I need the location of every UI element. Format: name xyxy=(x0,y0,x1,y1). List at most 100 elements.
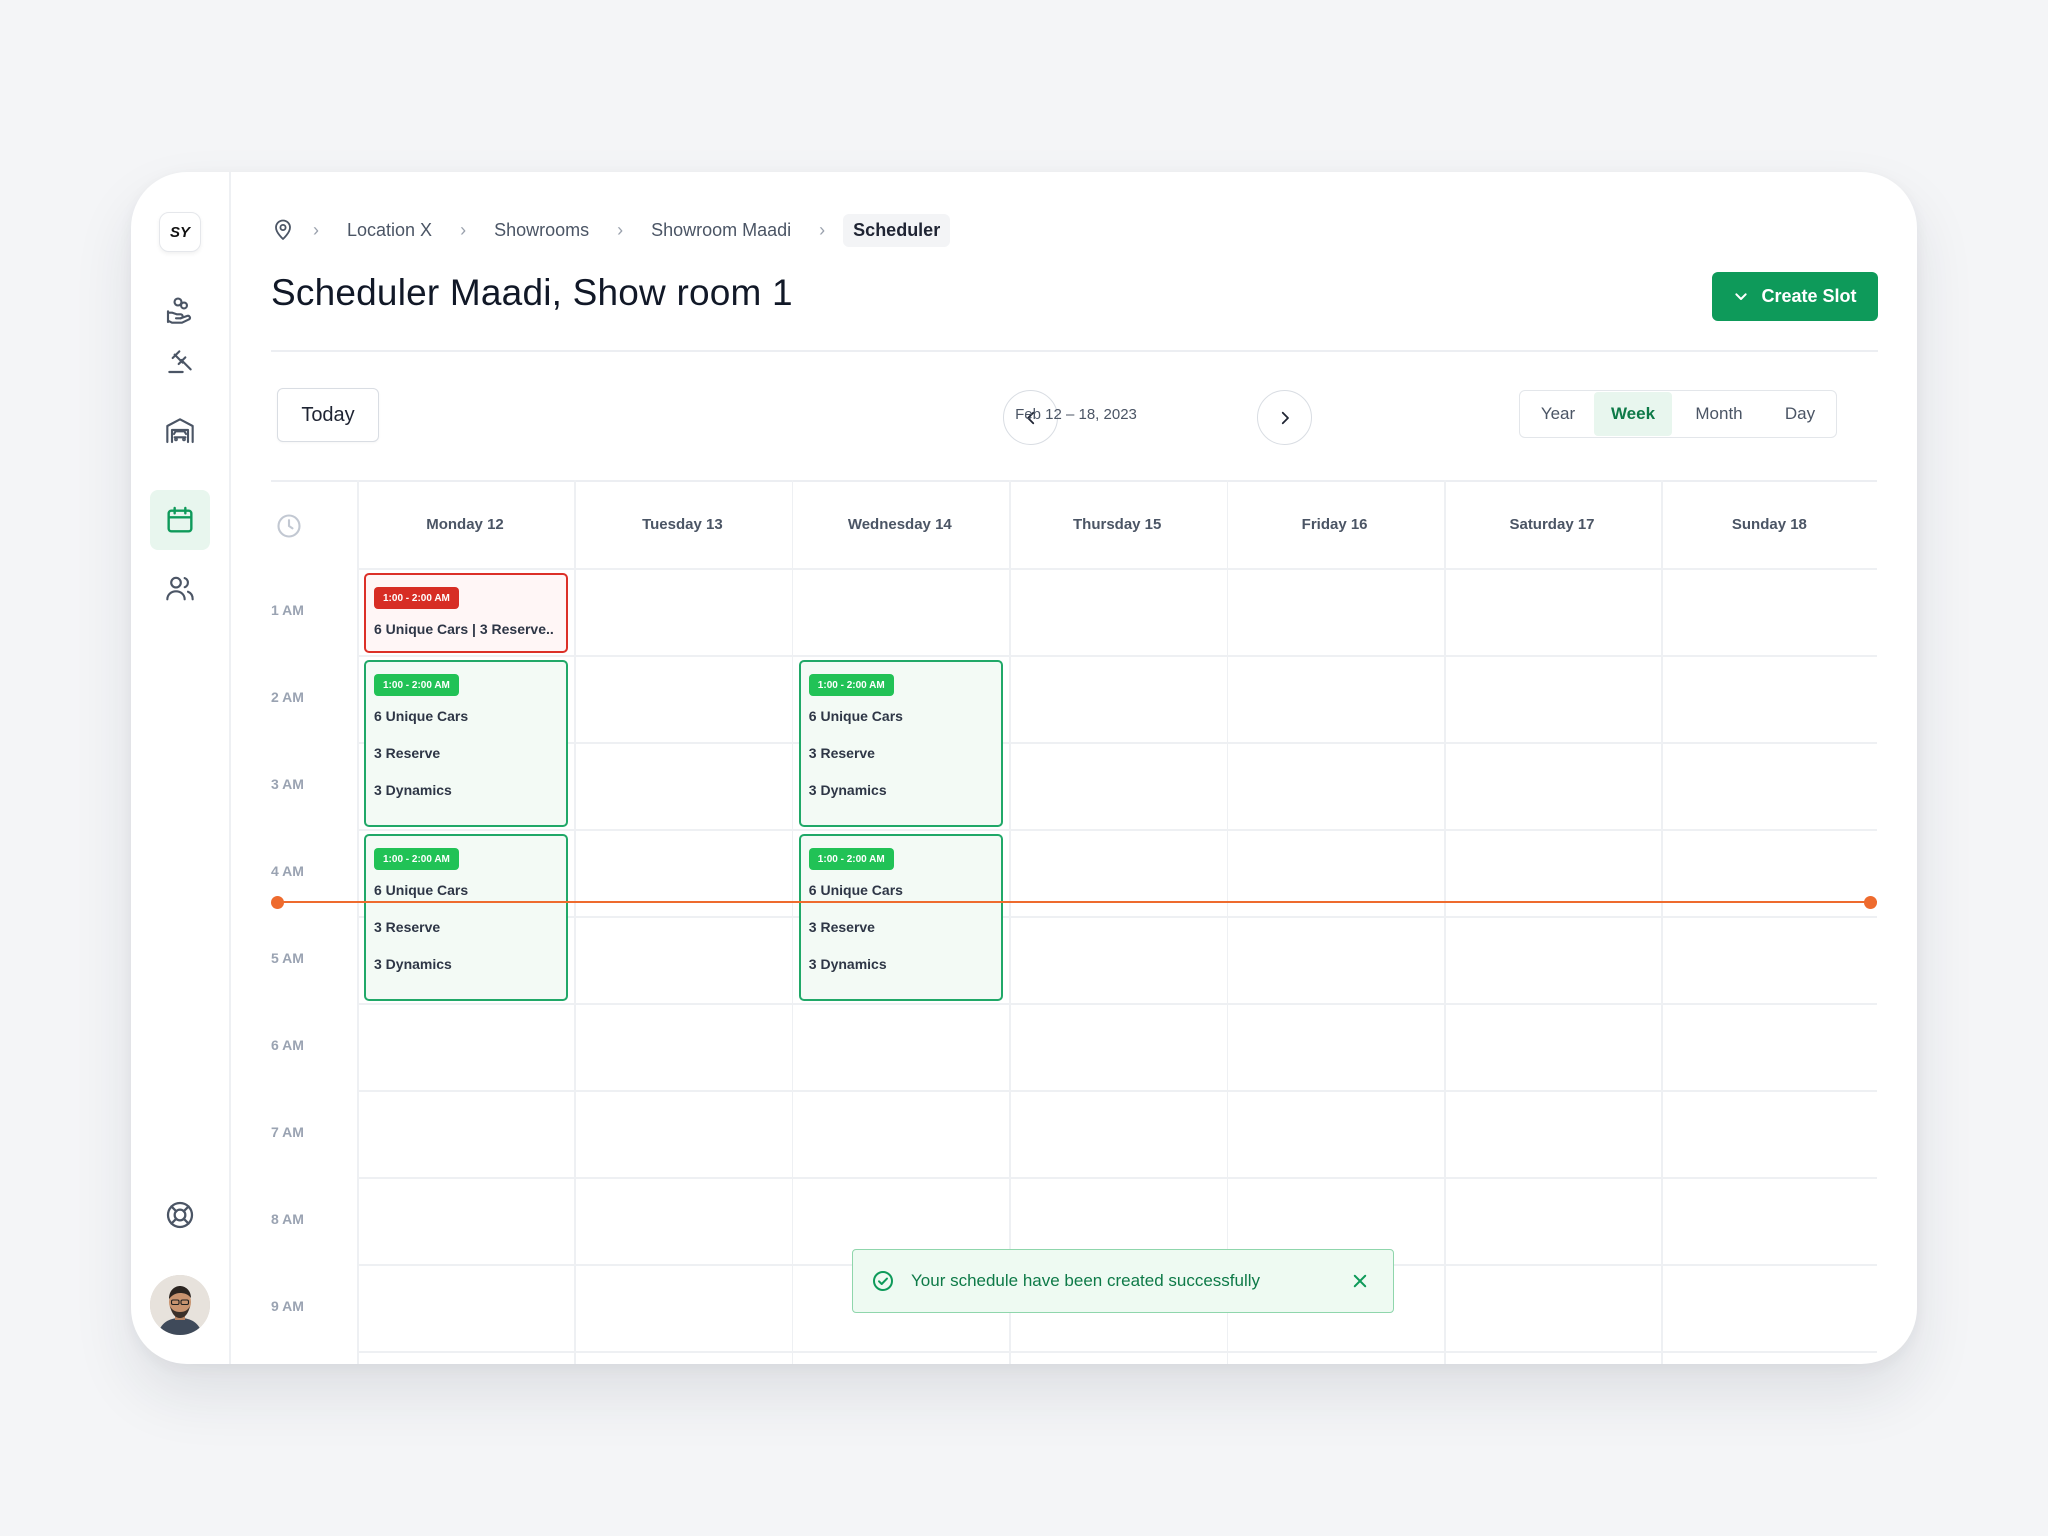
hour-row-divider xyxy=(357,742,1877,744)
day-header[interactable]: Saturday 17 xyxy=(1509,516,1595,533)
sidebar-item-users[interactable] xyxy=(150,558,210,618)
day-column-divider xyxy=(1009,480,1011,1364)
day-header[interactable]: Friday 16 xyxy=(1301,516,1368,533)
view-week[interactable]: Week xyxy=(1594,392,1672,436)
breadcrumb-separator: › xyxy=(617,219,624,240)
hour-row-divider xyxy=(357,1177,1877,1179)
sidebar-item-auctions[interactable] xyxy=(150,330,210,390)
map-pin-icon[interactable] xyxy=(271,218,295,242)
gavel-icon xyxy=(168,350,192,374)
event-slot[interactable]: 1:00 - 2:00 AM 6 Unique Cars 3 Reserve 3 Dy… xyxy=(364,834,569,1001)
sidebar-item-scheduler[interactable] xyxy=(150,490,210,550)
today-button[interactable]: Today xyxy=(277,388,379,442)
user-photo-icon xyxy=(150,1275,210,1335)
users-icon xyxy=(166,576,194,601)
hour-label: 6 AM xyxy=(271,1037,304,1053)
event-detail: 3 Reserve xyxy=(808,919,875,935)
day-column-divider xyxy=(574,480,576,1364)
event-detail: 3 Dynamics xyxy=(808,782,887,798)
breadcrumb-separator: › xyxy=(313,219,319,240)
page-title: Scheduler Maadi, Show room 1 xyxy=(271,272,793,313)
life-buoy-icon xyxy=(166,1201,194,1229)
day-header[interactable]: Thursday 15 xyxy=(1073,516,1162,533)
hour-label: 1 AM xyxy=(271,602,304,618)
hour-label: 8 AM xyxy=(271,1211,304,1227)
app-window: SY xyxy=(131,172,1917,1364)
check-circle-icon xyxy=(873,1271,893,1291)
view-month[interactable]: Month xyxy=(1695,404,1743,423)
date-range-label: Feb 12 – 18, 2023 xyxy=(1015,406,1137,423)
event-detail: 3 Dynamics xyxy=(374,782,452,798)
breadcrumb: › Location X › Showrooms › Showroom Maad… xyxy=(271,212,951,248)
hour-row-divider xyxy=(357,1351,1877,1353)
event-detail: 3 Dynamics xyxy=(374,956,452,972)
hour-row-divider xyxy=(357,829,1877,831)
breadcrumb-separator: › xyxy=(460,219,467,240)
calendar-top-divider xyxy=(271,480,1877,482)
app-logo[interactable]: SY xyxy=(159,212,201,252)
toast-message: Your schedule have been created successf… xyxy=(911,1271,1261,1290)
create-slot-button[interactable]: Create Slot xyxy=(1712,272,1878,321)
event-slot[interactable]: 1:00 - 2:00 AM 6 Unique Cars 3 Reserve 3 Dy… xyxy=(798,660,1004,827)
chevron-down-icon xyxy=(1735,292,1748,300)
avatar[interactable] xyxy=(150,1275,210,1335)
event-slot[interactable]: 1:00 - 2:00 AM 6 Unique Cars 3 Reserve 3 Dy… xyxy=(798,834,1004,1001)
hour-label: 5 AM xyxy=(271,950,304,966)
current-time-dot xyxy=(1864,895,1877,909)
sidebar-item-partners[interactable] xyxy=(150,280,210,340)
event-slot[interactable]: 1:00 - 2:00 AM 6 Unique Cars | 3 Reserve.… xyxy=(364,573,569,653)
chevron-left-icon xyxy=(1026,411,1034,424)
day-column-divider xyxy=(791,480,794,1364)
main-content: › Location X › Showrooms › Showroom Maad… xyxy=(231,172,1917,1364)
support-button[interactable] xyxy=(150,1185,210,1245)
clock-icon xyxy=(277,514,301,538)
hour-row-divider xyxy=(357,655,1877,657)
next-week-button[interactable] xyxy=(1257,390,1312,445)
chevron-right-icon xyxy=(1281,411,1289,424)
event-detail: 6 Unique Cars xyxy=(374,882,469,898)
current-time-dot xyxy=(271,895,284,909)
sidebar: SY xyxy=(131,172,231,1364)
day-column-divider xyxy=(357,480,359,1364)
event-detail: 6 Unique Cars | 3 Reserve.. xyxy=(374,621,554,637)
event-detail: 3 Dynamics xyxy=(808,956,887,972)
previous-week-button[interactable] xyxy=(1003,390,1058,445)
hand-coins-icon xyxy=(166,297,191,324)
day-header[interactable]: Sunday 18 xyxy=(1731,516,1807,533)
close-icon[interactable] xyxy=(1351,1272,1369,1290)
event-detail: 6 Unique Cars xyxy=(374,708,469,724)
header-divider xyxy=(271,350,1878,352)
day-column-divider xyxy=(1226,480,1229,1364)
view-switcher: Year Week Month Day xyxy=(1519,390,1837,438)
event-time-badge: 1:00 - 2:00 AM xyxy=(808,674,894,696)
day-header[interactable]: Monday 12 xyxy=(426,516,504,533)
event-time-badge: 1:00 - 2:00 AM xyxy=(374,587,459,609)
hour-row-divider xyxy=(357,1003,1877,1005)
breadcrumb-showrooms[interactable]: Showrooms xyxy=(494,219,590,240)
hour-row-divider xyxy=(357,916,1877,918)
event-time-badge: 1:00 - 2:00 AM xyxy=(374,848,459,870)
breadcrumb-location[interactable]: Location X xyxy=(347,219,433,240)
sidebar-item-showrooms[interactable] xyxy=(150,400,210,460)
breadcrumb-separator: › xyxy=(819,219,826,240)
view-day[interactable]: Day xyxy=(1784,404,1816,423)
breadcrumb-showroom[interactable]: Showroom Maadi xyxy=(651,219,792,240)
day-header[interactable]: Wednesday 14 xyxy=(847,516,952,533)
event-slot[interactable]: 1:00 - 2:00 AM 6 Unique Cars 3 Reserve 3 Dy… xyxy=(364,660,569,827)
view-year[interactable]: Year xyxy=(1540,404,1576,423)
event-detail: 3 Reserve xyxy=(808,745,875,761)
garage-icon xyxy=(166,418,194,444)
success-toast: Your schedule have been created successf… xyxy=(852,1249,1394,1313)
current-time-line xyxy=(277,900,1877,904)
hour-label: 4 AM xyxy=(271,863,304,879)
hour-row-divider xyxy=(357,1090,1877,1092)
event-detail: 6 Unique Cars xyxy=(808,708,903,724)
create-slot-label: Create Slot xyxy=(1761,286,1857,306)
event-detail: 3 Reserve xyxy=(374,919,441,935)
day-header[interactable]: Tuesday 13 xyxy=(642,516,723,533)
hour-label: 9 AM xyxy=(271,1298,304,1314)
hour-label: 3 AM xyxy=(271,776,304,792)
day-column-divider xyxy=(1444,480,1446,1364)
hour-label: 2 AM xyxy=(271,689,304,705)
event-time-badge: 1:00 - 2:00 AM xyxy=(374,674,459,696)
